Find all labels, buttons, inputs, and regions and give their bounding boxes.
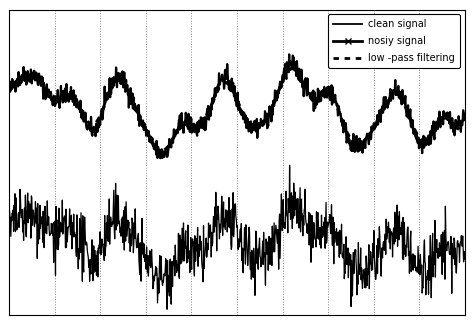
Legend: clean signal, nosiy signal, low -pass filtering: clean signal, nosiy signal, low -pass fi… xyxy=(328,14,460,68)
